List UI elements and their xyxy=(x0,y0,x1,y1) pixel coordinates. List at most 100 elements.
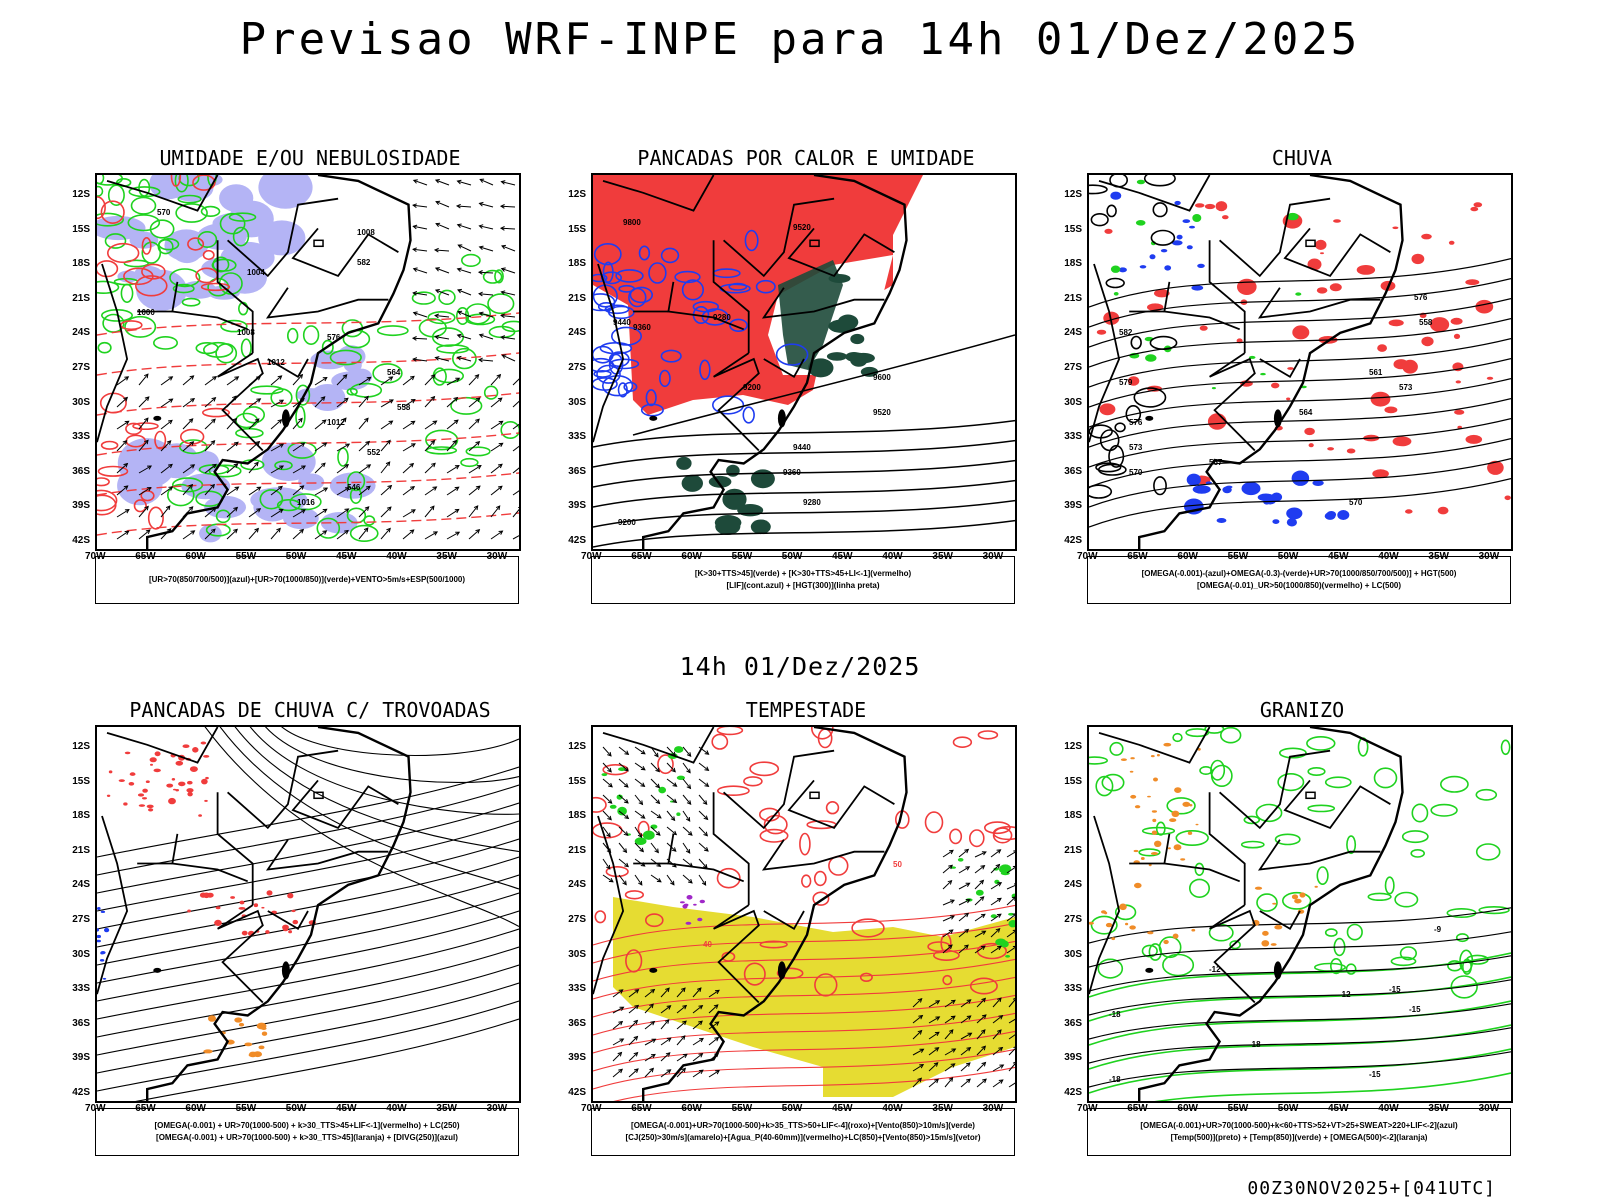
wind-vector xyxy=(500,180,506,185)
rain-area xyxy=(1154,289,1170,298)
wind-vector xyxy=(966,1046,972,1052)
humidity-low-contour xyxy=(215,343,238,364)
rain-area-blue xyxy=(1291,470,1310,486)
wind-vector xyxy=(998,1046,1004,1052)
border-line xyxy=(602,175,715,212)
wind-vector xyxy=(912,1077,922,1088)
humidity-low-contour xyxy=(212,256,230,273)
contour-line xyxy=(613,1066,1015,1101)
humidity-low-contour xyxy=(349,524,379,543)
contour-line xyxy=(593,439,1015,468)
wind-vector xyxy=(358,506,370,518)
streamline xyxy=(97,838,519,930)
temp-850-contour xyxy=(1324,928,1338,937)
wind-vector xyxy=(413,179,428,186)
thickness-contour xyxy=(97,494,117,516)
temp-850-contour xyxy=(1346,923,1363,941)
wind-vector xyxy=(204,507,217,518)
lat-tick-label: 42S xyxy=(568,1087,586,1098)
border-line xyxy=(1209,904,1256,1004)
wind-vector xyxy=(602,762,612,773)
wind-vector xyxy=(336,443,350,452)
thickness-contour xyxy=(141,263,166,280)
streamline xyxy=(219,727,519,890)
thunderstorm-area xyxy=(198,814,202,817)
lon-tick-label: 70W xyxy=(85,1103,106,1114)
wind-vector xyxy=(704,782,710,788)
lake xyxy=(649,967,658,973)
lat-tick-label: 18S xyxy=(1064,810,1082,822)
streamline xyxy=(97,874,519,966)
lon-tick-label: 50W xyxy=(285,551,307,562)
wind-vector xyxy=(995,927,1001,933)
wind-vector xyxy=(618,989,624,994)
temp-850-contour xyxy=(1475,788,1498,801)
lif-contour xyxy=(610,326,642,346)
wind-vector xyxy=(628,1036,638,1046)
wind-vector xyxy=(1012,913,1015,918)
wind-vector xyxy=(501,244,506,250)
convective-area xyxy=(681,474,703,492)
wind-vector xyxy=(168,398,174,403)
wind-vector xyxy=(698,842,709,852)
lon-tick-label: 40W xyxy=(386,1103,407,1114)
lat-tick-label: 33S xyxy=(1064,983,1082,995)
wind-vector xyxy=(676,1053,688,1062)
humidity-upper-area xyxy=(258,220,306,256)
wind-850-area xyxy=(990,914,997,919)
humidity-low-contour xyxy=(202,341,234,358)
wind-vector xyxy=(964,928,970,934)
map-pancadas-trovoadas xyxy=(95,725,521,1103)
contour-value-label: -15 xyxy=(1409,1005,1421,1014)
wind-vector xyxy=(640,749,646,755)
wind-vector xyxy=(116,530,129,540)
thickness-contour xyxy=(97,260,119,278)
temp-850-contour xyxy=(1430,803,1458,817)
wind-vector xyxy=(123,485,129,490)
wind-vector xyxy=(654,848,659,854)
federal-district xyxy=(809,239,820,248)
wind-vector xyxy=(160,505,171,518)
wind-vector xyxy=(366,464,372,469)
wind-vector xyxy=(300,509,306,514)
wind-vector xyxy=(698,1069,704,1075)
lon-tick-label: 70W xyxy=(581,551,602,562)
wind-vector xyxy=(256,398,262,403)
wind-vector xyxy=(344,529,349,535)
wind-vector xyxy=(942,849,954,858)
hail-area xyxy=(1150,755,1155,758)
contour-line xyxy=(593,976,1015,1018)
wind-vector xyxy=(933,1062,939,1067)
precipitable-water-contour xyxy=(968,829,985,848)
wind-vector xyxy=(682,826,693,836)
precipitable-water-contour xyxy=(949,828,963,845)
lon-tick-label: 70W xyxy=(1077,1103,1098,1114)
wind-vector xyxy=(666,826,677,835)
precipitable-water-contour xyxy=(624,890,645,900)
wind-vector xyxy=(966,1078,971,1084)
wind-vector xyxy=(980,913,986,919)
wind-vector xyxy=(124,509,130,514)
wind-vector xyxy=(686,784,692,790)
border-line xyxy=(1089,263,1121,443)
wind-vector xyxy=(432,420,438,425)
contour-value-label: 576 xyxy=(1129,418,1143,427)
wind-vector xyxy=(966,1015,972,1020)
contour-line xyxy=(1089,278,1511,328)
humidity-low-contour xyxy=(465,446,491,457)
border-line xyxy=(1259,910,1301,931)
contour-line xyxy=(593,958,1015,1000)
wind-vector xyxy=(949,849,954,855)
temp-850-contour xyxy=(1208,923,1234,942)
wind-vector xyxy=(638,880,643,886)
hgt-contour xyxy=(1106,204,1117,218)
rain-area xyxy=(1453,333,1461,339)
humidity-low-contour xyxy=(120,283,134,304)
wind-vector xyxy=(967,1032,973,1037)
wind-vector xyxy=(501,291,516,296)
wind-vector xyxy=(622,848,628,854)
humidity-low-contour xyxy=(242,406,266,424)
temp-850-contour xyxy=(1109,741,1124,756)
wind-vector xyxy=(226,529,238,540)
